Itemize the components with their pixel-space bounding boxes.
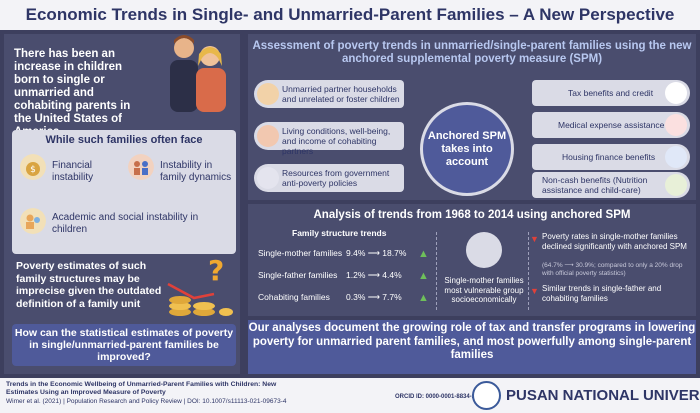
analysis-panel: Analysis of trends from 1968 to 2014 usi… bbox=[248, 204, 696, 316]
trend-row: Single-father families 1.2% ⟶ 4.4% ▲ bbox=[258, 270, 429, 282]
page-title: Economic Trends in Single- and Unmarried… bbox=[25, 5, 675, 24]
header: Economic Trends in Single- and Unmarried… bbox=[0, 0, 700, 30]
up-arrow-icon: ▲ bbox=[418, 270, 429, 282]
benefit-medical: Medical expense assistance bbox=[532, 112, 690, 138]
benefit-non-cash: Non-cash benefits (Nutrition assistance … bbox=[532, 172, 690, 198]
household-icon bbox=[257, 83, 279, 105]
tax-icon bbox=[665, 82, 687, 104]
challenge-family-dynamics: Instability in family dynamics bbox=[160, 160, 232, 183]
poverty-estimate-text: Poverty estimates of such family structu… bbox=[16, 260, 162, 310]
challenges-box: While such families often face $ Financi… bbox=[12, 130, 236, 254]
citation: Wimer et al. (2021) | Population Researc… bbox=[6, 398, 287, 405]
couple-icon bbox=[257, 125, 279, 147]
house-icon bbox=[665, 146, 687, 168]
benefit-housing: Housing finance benefits bbox=[532, 144, 690, 170]
finding-poverty-decline: Poverty rates in single-mother families … bbox=[542, 232, 687, 251]
anchored-spm-circle: Anchored SPM takes into account bbox=[420, 102, 514, 196]
svg-text:$: $ bbox=[30, 165, 36, 175]
money-bag-icon: $ bbox=[20, 154, 46, 180]
conclusion-box: Our analyses document the growing role o… bbox=[248, 320, 696, 374]
consider-item-households: Unmarried partner households and unrelat… bbox=[254, 80, 404, 108]
assessment-panel: Assessment of poverty trends in unmarrie… bbox=[248, 34, 696, 200]
university-name: PUSAN NATIONAL UNIVERSITY bbox=[506, 387, 700, 404]
government-building-icon bbox=[257, 167, 279, 189]
coins-question-icon: ? bbox=[167, 254, 233, 316]
vulnerable-group-text: Single-mother families most vulnerable g… bbox=[444, 276, 524, 304]
family-trends-title: Family structure trends bbox=[292, 228, 387, 238]
analysis-title: Analysis of trends from 1968 to 2014 usi… bbox=[313, 209, 631, 221]
up-arrow-icon: ▲ bbox=[418, 292, 429, 304]
divider bbox=[528, 232, 529, 310]
research-question: How can the statistical estimates of pov… bbox=[12, 324, 236, 366]
up-arrow-icon: ▲ bbox=[418, 248, 429, 260]
down-arrow-icon: ▼ bbox=[530, 286, 539, 296]
challenges-title: While such families often face bbox=[45, 134, 203, 146]
medical-icon bbox=[665, 114, 687, 136]
challenge-financial: Financial instability bbox=[52, 160, 94, 183]
food-basket-icon bbox=[665, 174, 687, 196]
children-icon bbox=[20, 208, 46, 234]
orcid-id: ORCID ID: 0000-0001-8834-2627 bbox=[395, 394, 486, 400]
university-seal-logo bbox=[472, 381, 501, 410]
svg-text:?: ? bbox=[208, 254, 224, 287]
footer: Trends in the Economic Wellbeing of Unma… bbox=[0, 378, 700, 413]
consider-item-living-conditions: Living conditions, well-being, and incom… bbox=[254, 122, 404, 156]
finding-similar-trends: Similar trends in single-father and coha… bbox=[542, 284, 662, 303]
finding-poverty-detail: (64.7% ⟶ 30.9%; compared to only a 20% d… bbox=[542, 262, 683, 277]
intro-text: There has been an increase in children b… bbox=[14, 48, 131, 138]
left-panel: There has been an increase in children b… bbox=[4, 34, 240, 374]
family-icon bbox=[128, 154, 154, 180]
consider-item-government-resources: Resources from government anti-poverty p… bbox=[254, 164, 404, 192]
assessment-title: Assessment of poverty trends in unmarrie… bbox=[252, 40, 692, 65]
benefit-tax: Tax benefits and credit bbox=[532, 80, 690, 106]
challenge-children: Academic and social instability in child… bbox=[52, 212, 199, 235]
divider bbox=[436, 232, 437, 310]
single-mother-icon bbox=[466, 232, 502, 268]
parents-illustration bbox=[170, 35, 226, 112]
down-arrow-icon: ▼ bbox=[530, 234, 539, 244]
paper-title: Trends in the Economic Wellbeing of Unma… bbox=[6, 381, 277, 396]
trend-row: Single-mother families 9.4% ⟶ 18.7% ▲ bbox=[258, 248, 429, 260]
trend-row: Cohabiting families 0.3% ⟶ 7.7% ▲ bbox=[258, 292, 429, 304]
